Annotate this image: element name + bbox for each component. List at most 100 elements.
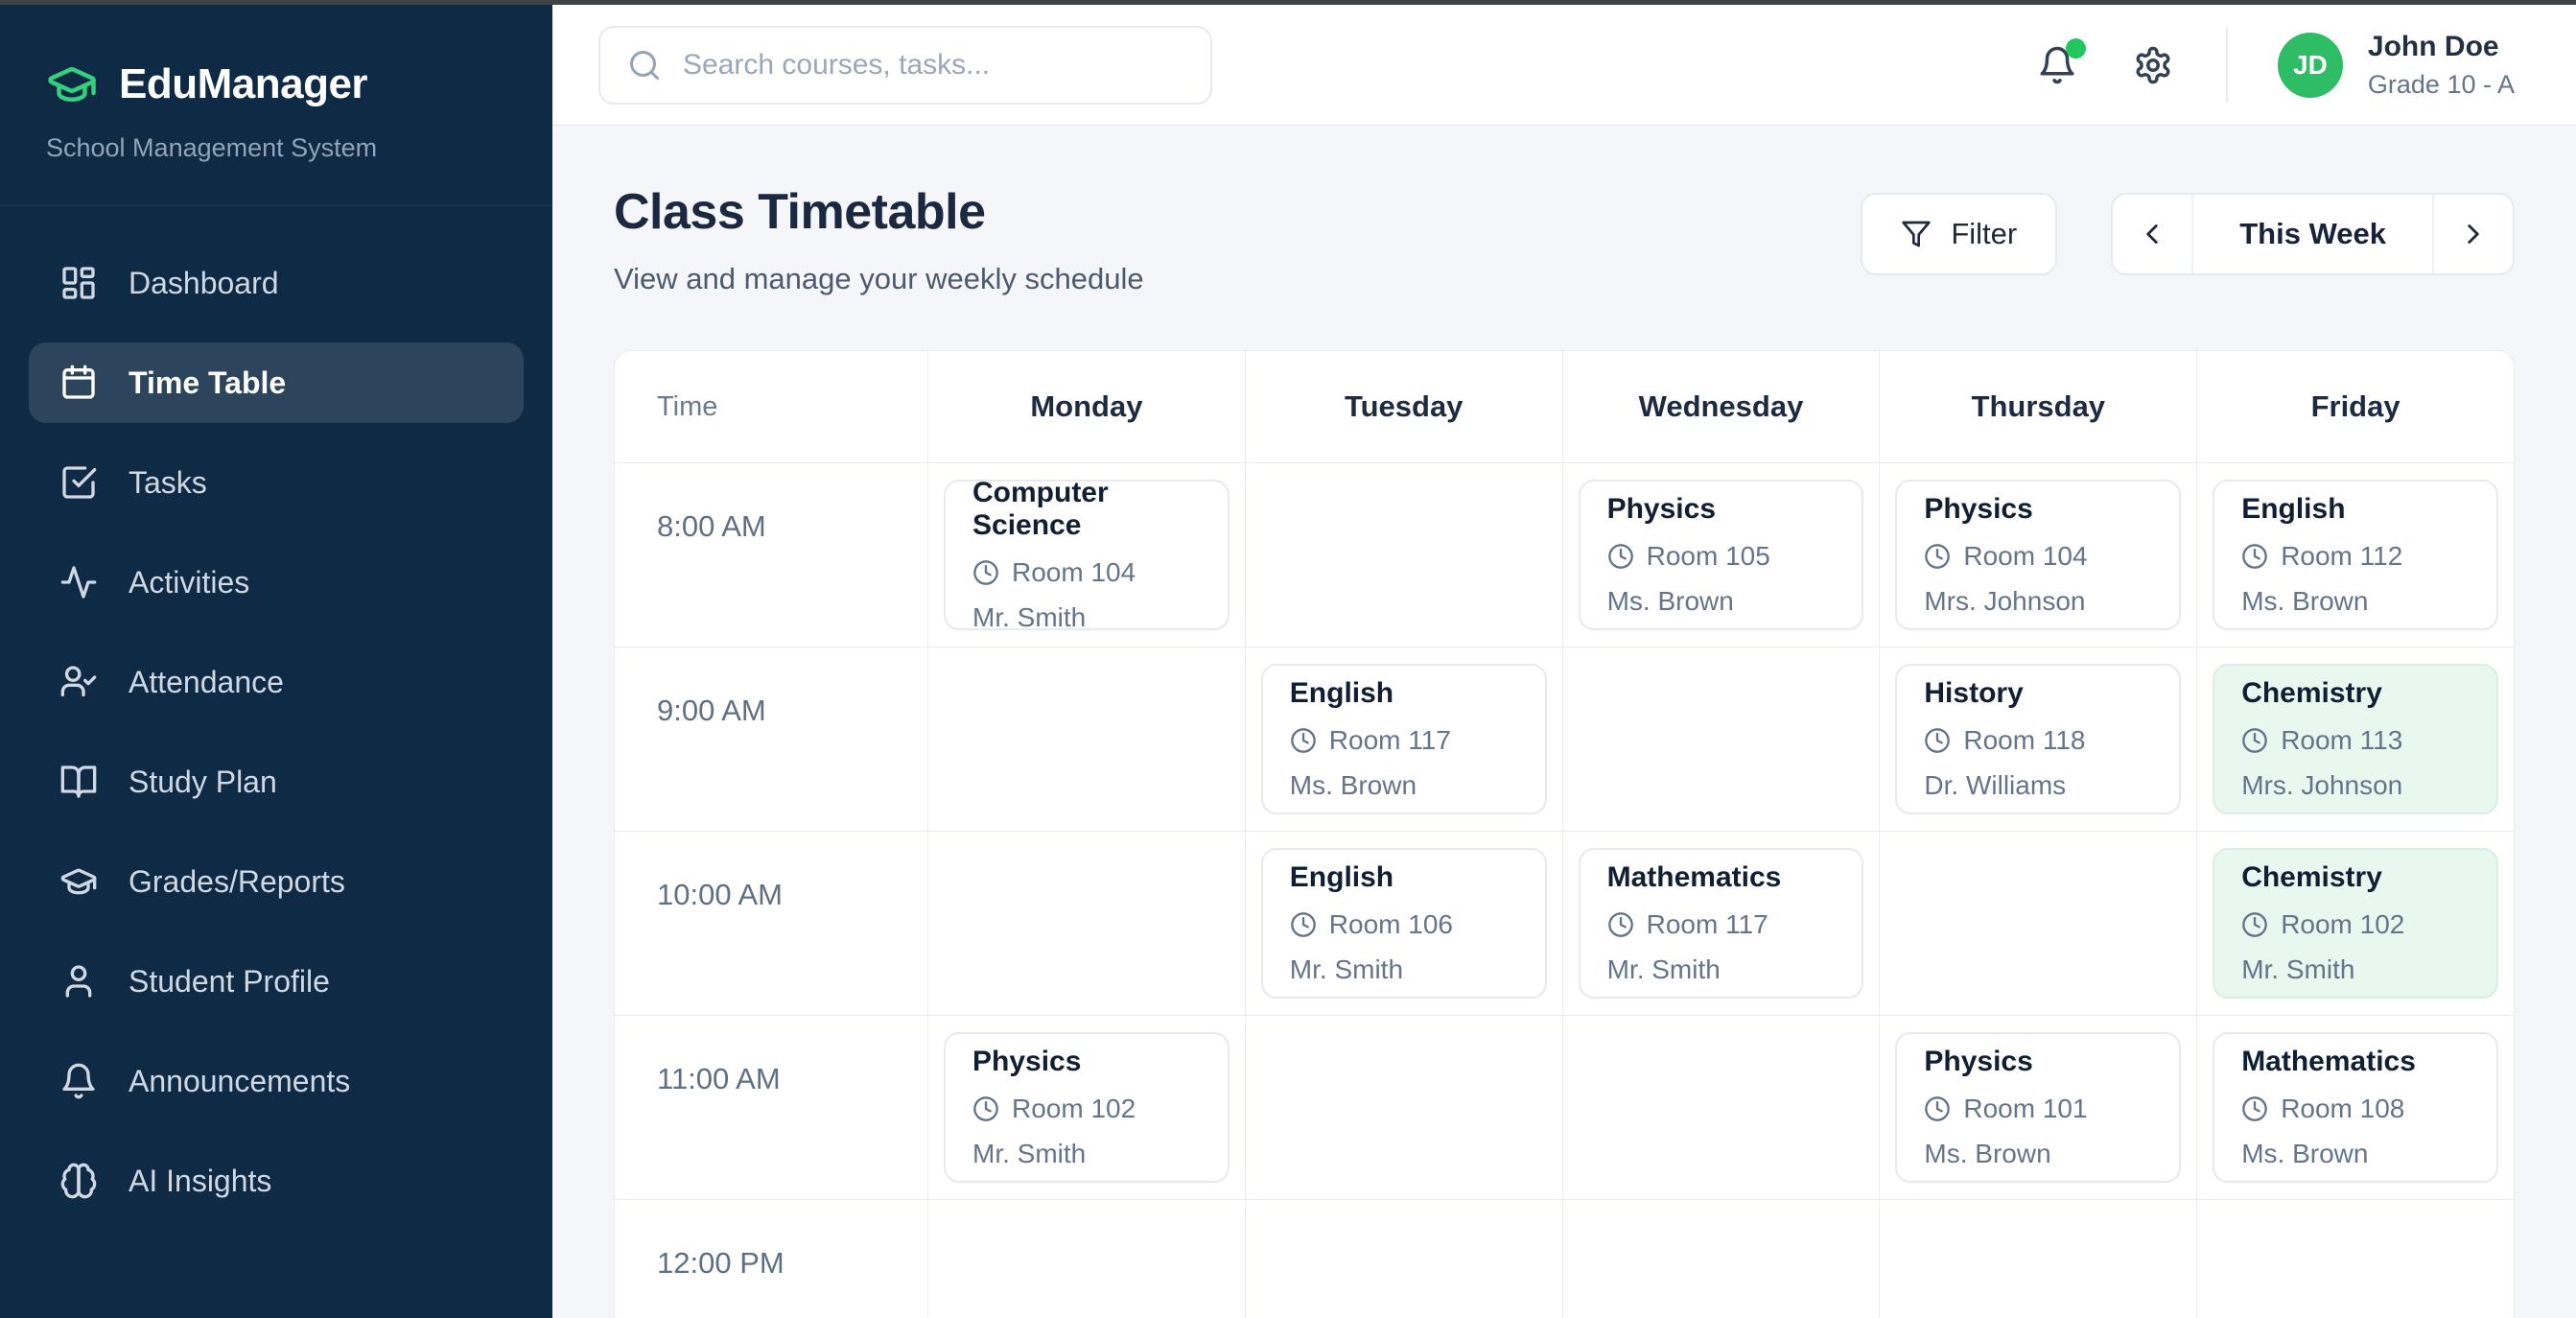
sidebar-item-grades-reports[interactable]: Grades/Reports	[29, 841, 524, 922]
class-teacher: Mrs. Johnson	[2241, 770, 2403, 800]
sidebar-item-announcements[interactable]: Announcements	[29, 1041, 524, 1121]
sidebar-item-label: Grades/Reports	[129, 863, 345, 899]
sidebar-item-activities[interactable]: Activities	[29, 542, 524, 623]
class-card[interactable]: English Room 106 Mr. Smith	[1260, 848, 1547, 999]
clock-icon	[2241, 911, 2268, 938]
class-room: Room 104	[1012, 557, 1136, 587]
sidebar-item-dashboard[interactable]: Dashboard	[29, 243, 524, 323]
timetable-slot-monday: Physics Room 102 Mr. Smith	[927, 1015, 1245, 1199]
sidebar-item-student-profile[interactable]: Student Profile	[29, 941, 524, 1022]
sidebar-item-tasks[interactable]: Tasks	[29, 442, 524, 523]
timetable-slot-tuesday: English Room 106 Mr. Smith	[1244, 831, 1562, 1015]
week-nav-divider	[2191, 195, 2194, 273]
clock-icon	[1290, 727, 1317, 754]
week-nav-divider	[2432, 195, 2434, 273]
app-name: EduManager	[119, 60, 368, 107]
filter-button[interactable]: Filter	[1861, 193, 2058, 275]
calendar-icon	[59, 364, 98, 402]
class-card[interactable]: Chemistry Room 113 Mrs. Johnson	[2213, 664, 2498, 814]
sidebar-item-time-table[interactable]: Time Table	[29, 342, 524, 423]
sidebar-item-attendance[interactable]: Attendance	[29, 642, 524, 722]
column-header-label: Wednesday	[1638, 389, 1804, 423]
funnel-icon	[1902, 221, 1932, 247]
class-card[interactable]: Mathematics Room 108 Ms. Brown	[2213, 1032, 2498, 1183]
class-teacher: Dr. Williams	[1924, 770, 2067, 800]
class-teacher: Ms. Brown	[1289, 770, 1417, 800]
header-controls: Filter This Week	[1861, 193, 2515, 275]
class-card[interactable]: Physics Room 101 Ms. Brown	[1895, 1032, 2182, 1183]
search-box	[598, 25, 1212, 105]
sidebar-nav: Dashboard Time Table Tasks Activities Attend…	[0, 206, 552, 1258]
time-label: 8:00 AM	[657, 509, 766, 543]
class-teacher: Ms. Brown	[2241, 586, 2369, 616]
chevron-left-icon	[2146, 224, 2158, 244]
class-teacher: Mr. Smith	[2241, 954, 2355, 984]
class-card[interactable]: Physics Room 105 Ms. Brown	[1578, 480, 1864, 630]
timetable-header-wednesday: Wednesday	[1561, 351, 1880, 462]
sidebar-item-label: Announcements	[129, 1063, 351, 1098]
time-label: 12:00 PM	[657, 1246, 785, 1280]
class-card[interactable]: English Room 112 Ms. Brown	[2213, 480, 2498, 630]
timetable-slot-tuesday: English Room 117 Ms. Brown	[1244, 647, 1562, 831]
timetable-slot-thursday: Physics Room 104 Mrs. Johnson	[1879, 462, 2197, 647]
page-title: Class Timetable	[614, 184, 986, 240]
notifications-button[interactable]	[2034, 37, 2086, 88]
sidebar-item-study-plan[interactable]: Study Plan	[29, 741, 524, 822]
timetable-slot-wednesday	[1561, 647, 1880, 831]
timetable-grid: Time Monday Tuesday Wednesday Thursday Friday…	[615, 351, 2514, 1318]
dashboard-icon	[59, 264, 98, 302]
timetable-slot-thursday: Physics Room 101 Ms. Brown	[1879, 1015, 2197, 1199]
graduation-cap-icon	[46, 59, 98, 110]
column-header-label: Tuesday	[1344, 389, 1464, 423]
timetable-header-time: Time	[615, 351, 927, 462]
time-label-cell: 9:00 AM	[615, 647, 927, 831]
class-card[interactable]: History Room 118 Dr. Williams	[1895, 664, 2182, 814]
class-room: Room 105	[1646, 541, 1770, 571]
app-logo: EduManager	[46, 59, 514, 110]
sidebar-item-ai-insights[interactable]: AI Insights	[29, 1141, 524, 1221]
class-card[interactable]: Chemistry Room 102 Mr. Smith	[2213, 848, 2498, 999]
class-room-row: Room 105	[1607, 541, 1836, 572]
user-menu[interactable]: JD John Doe Grade 10 - A	[2277, 31, 2515, 100]
next-week-button[interactable]	[2434, 195, 2513, 273]
sidebar-item-label: Study Plan	[129, 764, 277, 799]
class-teacher: Ms. Brown	[1924, 1139, 2051, 1168]
class-subject: Chemistry	[2241, 861, 2382, 893]
graduation-cap-icon	[59, 862, 98, 901]
sidebar-item-label: Activities	[129, 564, 250, 600]
timetable-slot-monday	[927, 831, 1245, 1015]
timetable-header-tuesday: Tuesday	[1244, 351, 1562, 462]
class-teacher: Mr. Smith	[972, 1139, 1087, 1168]
brain-icon	[59, 1162, 98, 1200]
sidebar-item-label: Attendance	[129, 664, 284, 699]
gear-icon	[2136, 46, 2170, 83]
class-subject: English	[1289, 861, 1394, 893]
clock-icon	[1924, 543, 1951, 570]
class-card[interactable]: Computer Science Room 104 Mr. Smith	[944, 477, 1229, 632]
sidebar: EduManager School Management System Dash…	[0, 5, 552, 1318]
clock-icon	[972, 559, 999, 586]
user-name: John Doe	[2367, 30, 2499, 62]
timetable-slot-thursday	[1879, 831, 2197, 1015]
timetable-header-monday: Monday	[927, 351, 1245, 462]
class-teacher: Ms. Brown	[2241, 1139, 2369, 1168]
chevron-right-icon	[2468, 224, 2479, 244]
class-card[interactable]: Mathematics Room 117 Mr. Smith	[1578, 848, 1864, 999]
user-info: John Doe Grade 10 - A	[2368, 31, 2515, 100]
settings-button[interactable]	[2130, 42, 2176, 88]
class-card[interactable]: Physics Room 102 Mr. Smith	[944, 1032, 1229, 1183]
timetable-card: Time Monday Tuesday Wednesday Thursday Friday…	[614, 350, 2515, 1318]
timetable-slot-friday: English Room 112 Ms. Brown	[2196, 462, 2514, 647]
class-room-row: Room 102	[2241, 909, 2470, 940]
class-subject: Chemistry	[2241, 677, 2382, 709]
class-card[interactable]: Physics Room 104 Mrs. Johnson	[1895, 480, 2182, 630]
class-room-row: Room 112	[2241, 541, 2470, 572]
class-room: Room 102	[2281, 909, 2405, 939]
class-room-row: Room 101	[1924, 1094, 2152, 1124]
search-input[interactable]	[683, 48, 1183, 82]
class-card[interactable]: English Room 117 Ms. Brown	[1260, 664, 1547, 814]
class-room-row: Room 104	[972, 557, 1201, 588]
content-header: Class Timetable View and manage your wee…	[614, 183, 2515, 296]
class-room-row: Room 117	[1607, 909, 1836, 940]
previous-week-button[interactable]	[2113, 195, 2191, 273]
